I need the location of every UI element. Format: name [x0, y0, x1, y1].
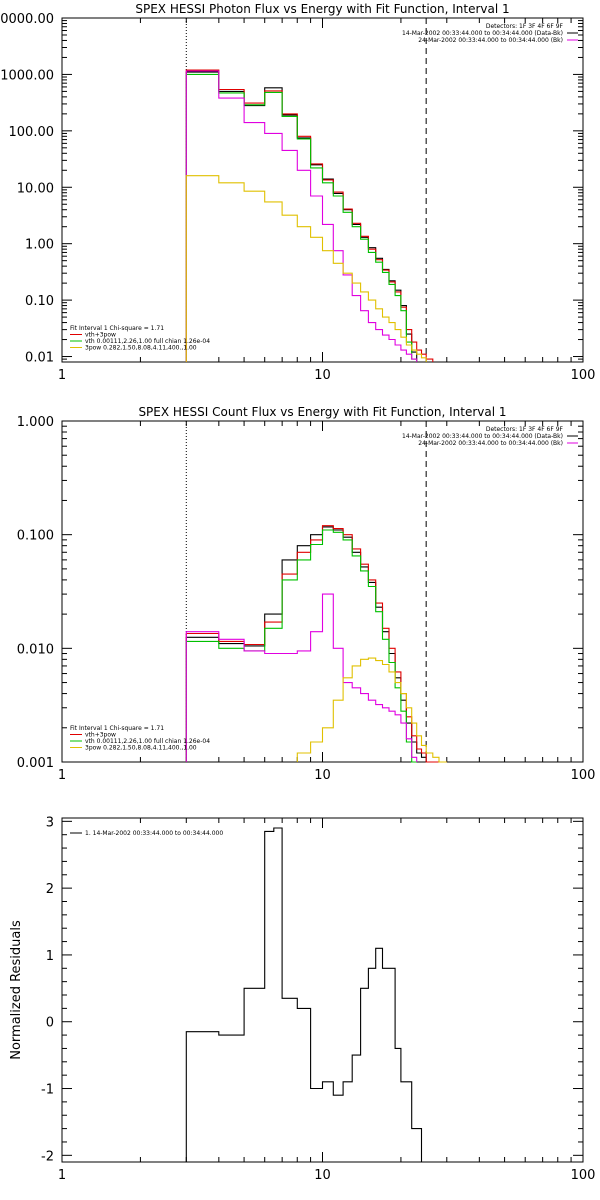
x-tick-label: 10 — [314, 768, 331, 783]
legend-entry: Fit Interval 1 Chi-square = 1.71 — [70, 325, 164, 332]
chart-title: SPEX HESSI Photon Flux vs Energy with Fi… — [135, 2, 509, 16]
x-tick-label: 10 — [314, 368, 331, 383]
y-tick-label: 1000.00 — [0, 68, 54, 83]
x-tick-label: 100 — [571, 1168, 596, 1183]
plot-frame — [61, 420, 584, 763]
series-line-3 — [185, 529, 417, 763]
legend-entry: vth 0.00111,2.26,1.00 full chian 1.26e-0… — [85, 738, 210, 745]
y-tick-label: 0 — [46, 1016, 54, 1031]
y-tick-label: 0.10 — [25, 294, 54, 309]
chart-panel-3: 1 10 100 -2 -1 0 1 2 3 Normalized Residuals 1. 14-… — [9, 815, 595, 1183]
info-line: Detectors: 1F 3F 4F 6F 9F — [486, 23, 564, 30]
y-tick-label: 2 — [46, 882, 54, 897]
chart-panel-1: SPEX HESSI Photon Flux vs Energy with Fi… — [0, 2, 595, 383]
y-tick-label: 100.00 — [9, 125, 55, 140]
y-tick-label: 1 — [46, 949, 54, 964]
y-tick-label: 0.001 — [17, 756, 54, 771]
y-tick-label: 0.01 — [25, 351, 54, 366]
series-line-1 — [185, 526, 427, 762]
legend-entry: Fit Interval 1 Chi-square = 1.71 — [70, 725, 164, 732]
y-tick-label: 10.00 — [17, 181, 54, 196]
y-axis-label: Normalized Residuals — [9, 920, 24, 1060]
series-line-5 — [296, 657, 447, 763]
y-tick-label: 10000.00 — [0, 12, 54, 27]
y-tick-label: -2 — [41, 1149, 54, 1164]
plot-frame — [61, 17, 584, 363]
info-line: 24-Mar-2002 00:33:44.000 to 00:34:44.000… — [418, 37, 563, 44]
x-tick-label: 1 — [58, 368, 66, 383]
plot-frame — [61, 817, 584, 1163]
series-line-4 — [185, 70, 418, 362]
legend-entry: 3pow 0.282,1.50,8.08,4.11,400.,1.00 — [85, 745, 197, 752]
legend-entry: vth+3pow — [85, 332, 116, 339]
series-line-5 — [185, 175, 427, 362]
y-tick-label: 1.000 — [17, 415, 54, 430]
legend-entry: 1. 14-Mar-2002 00:33:44.000 to 00:34:44.… — [85, 830, 223, 837]
y-tick-label: -1 — [41, 1083, 54, 1098]
series-line-3 — [185, 73, 418, 362]
y-tick-label: 1.00 — [25, 238, 54, 253]
info-line: 24-Mar-2002 00:33:44.000 to 00:34:44.000… — [418, 440, 563, 447]
series-line-1 — [185, 827, 427, 1163]
y-tick-label: 0.010 — [17, 642, 54, 657]
info-line: Detectors: 1F 3F 4F 6F 9F — [486, 426, 564, 433]
legend-entry: vth 0.00111,2.26,1.00 full chian 1.26e-0… — [85, 338, 210, 345]
info-line: 14-Mar-2002 00:33:44.000 to 00:34:44.000… — [402, 433, 563, 440]
legend-entry: vth+3pow — [85, 732, 116, 739]
x-tick-label: 100 — [571, 768, 596, 783]
y-tick-label: 3 — [46, 815, 54, 830]
y-tick-label: 0.100 — [17, 529, 54, 544]
x-tick-label: 100 — [571, 368, 596, 383]
x-tick-label: 10 — [314, 1168, 331, 1183]
legend-entry: 3pow 0.282,1.50,8.08,4.11,400.,1.00 — [85, 345, 197, 352]
series-line-1 — [185, 71, 418, 362]
info-line: 14-Mar-2002 00:33:44.000 to 00:34:44.000… — [402, 30, 563, 37]
series-line-2 — [185, 69, 434, 362]
x-tick-label: 1 — [58, 1168, 66, 1183]
x-tick-label: 1 — [58, 768, 66, 783]
chart-title: SPEX HESSI Count Flux vs Energy with Fit… — [138, 405, 506, 419]
series-line-4 — [185, 593, 418, 762]
chart-panel-2: SPEX HESSI Count Flux vs Energy with Fit… — [17, 405, 596, 783]
